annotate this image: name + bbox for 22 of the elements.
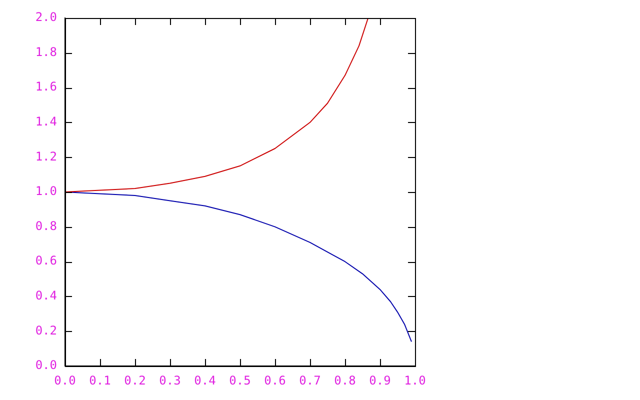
x-tick-label: 0.0 — [54, 373, 76, 388]
x-tick-label: 0.6 — [264, 373, 286, 388]
y-tick-label: 1.4 — [35, 114, 57, 129]
x-tick-label: 0.4 — [194, 373, 216, 388]
y-tick-label: 0.6 — [35, 254, 57, 268]
x-tick-label: 0.1 — [89, 373, 111, 388]
y-tick-label: 0.2 — [35, 323, 57, 338]
x-tick-label: 0.8 — [334, 373, 356, 388]
y-tick-label: 1.8 — [35, 44, 57, 59]
y-tick-label: 0.8 — [35, 218, 57, 233]
y-tick-label: 1.6 — [35, 80, 57, 94]
x-tick-label: 1.0 — [404, 373, 426, 388]
x-tick-label: 0.9 — [369, 373, 391, 388]
y-tick-label: 0.4 — [35, 288, 57, 303]
y-tick-label: 1.2 — [35, 149, 57, 164]
y-tick-label: 0.0 — [35, 358, 57, 372]
x-tick-label: 0.2 — [124, 373, 146, 388]
x-tick-label: 0.3 — [159, 373, 181, 388]
x-tick-label: 0.7 — [299, 373, 321, 388]
x-tick-label: 0.5 — [229, 373, 251, 388]
y-tick-label: 2.0 — [35, 10, 57, 24]
y-tick-label: 1.0 — [35, 184, 57, 198]
